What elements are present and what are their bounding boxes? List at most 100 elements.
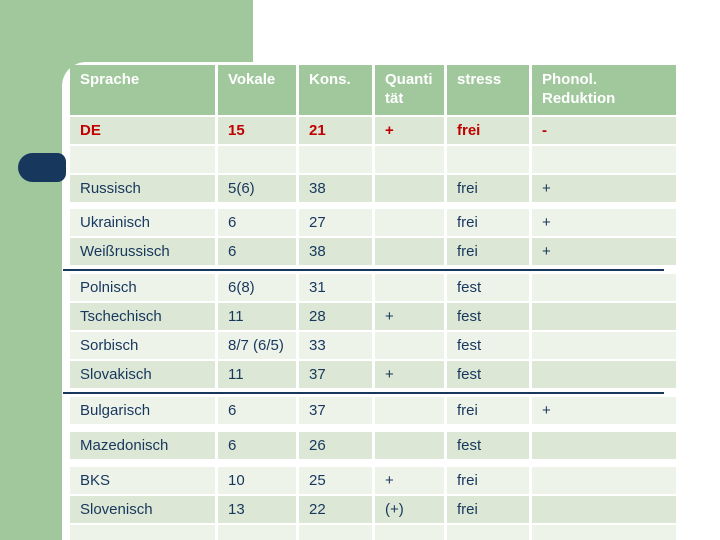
table-row: Bulgarisch 6 37 frei + xyxy=(70,397,676,424)
cell-stress: frei xyxy=(447,238,529,265)
cell-phonol-reduktion: - xyxy=(532,117,676,144)
cell-kons: 37 xyxy=(299,397,372,424)
language-comparison-table: Sprache Vokale Kons. Quanti tät stress P… xyxy=(63,65,676,540)
cell-sprache: DE xyxy=(70,117,215,144)
cell-quantitaet xyxy=(375,525,444,540)
cell-kons xyxy=(299,146,372,173)
cell-vokale: 10 xyxy=(218,467,296,494)
cell-kons xyxy=(299,525,372,540)
table-row: Ukrainisch 6 27 frei + xyxy=(70,209,676,236)
cell-phonol-reduktion xyxy=(532,525,676,540)
cell-quantitaet: + xyxy=(375,467,444,494)
cell-sprache: Ukrainisch xyxy=(70,209,215,236)
cell-sprache xyxy=(70,146,215,173)
cell-phonol-reduktion: + xyxy=(532,397,676,424)
cell-vokale xyxy=(218,146,296,173)
cell-kons: 25 xyxy=(299,467,372,494)
table-row: DE 15 21 + frei - xyxy=(70,117,676,144)
cell-stress: fest xyxy=(447,274,529,301)
cell-stress: fest xyxy=(447,361,529,388)
table-row: Slovakisch 11 37 + fest xyxy=(70,361,676,388)
cell-vokale: 8/7 (6/5) xyxy=(218,332,296,359)
cell-quantitaet xyxy=(375,274,444,301)
cell-vokale: 11 xyxy=(218,361,296,388)
cell-vokale: 6 xyxy=(218,432,296,459)
cell-sprache: Mazedonisch xyxy=(70,432,215,459)
cell-kons: 31 xyxy=(299,274,372,301)
cell-vokale: 13 xyxy=(218,496,296,523)
cell-kons: 38 xyxy=(299,175,372,202)
cell-sprache: Sorbisch xyxy=(70,332,215,359)
cell-stress: fest xyxy=(447,332,529,359)
cell-phonol-reduktion: + xyxy=(532,209,676,236)
cell-quantitaet xyxy=(375,397,444,424)
cell-vokale: 5(6) xyxy=(218,175,296,202)
cell-quantitaet xyxy=(375,432,444,459)
cell-sprache: Bulgarisch xyxy=(70,397,215,424)
cell-quantitaet: + xyxy=(375,117,444,144)
cell-stress xyxy=(447,146,529,173)
cell-sprache xyxy=(70,525,215,540)
table-body: DE 15 21 + frei - Russisch 5(6) 38 frei + Ukrainisc… xyxy=(63,117,676,540)
cell-phonol-reduktion xyxy=(532,432,676,459)
cell-stress: frei xyxy=(447,175,529,202)
cell-kons: 22 xyxy=(299,496,372,523)
group-divider xyxy=(63,390,676,397)
column-header-kons: Kons. xyxy=(299,65,372,115)
cell-phonol-reduktion xyxy=(532,332,676,359)
cell-sprache: Polnisch xyxy=(70,274,215,301)
cell-kons: 28 xyxy=(299,303,372,330)
cell-vokale: 11 xyxy=(218,303,296,330)
cell-phonol-reduktion xyxy=(532,274,676,301)
cell-stress: frei xyxy=(447,209,529,236)
cell-quantitaet xyxy=(375,209,444,236)
cell-stress: fest xyxy=(447,432,529,459)
cell-sprache: Slovakisch xyxy=(70,361,215,388)
table-row xyxy=(70,146,676,173)
table-header-row: Sprache Vokale Kons. Quanti tät stress P… xyxy=(70,65,676,115)
cell-phonol-reduktion xyxy=(532,146,676,173)
cell-sprache: BKS xyxy=(70,467,215,494)
cell-stress: frei xyxy=(447,397,529,424)
cell-quantitaet xyxy=(375,332,444,359)
cell-phonol-reduktion xyxy=(532,467,676,494)
cell-phonol-reduktion xyxy=(532,496,676,523)
cell-phonol-reduktion: + xyxy=(532,175,676,202)
cell-stress: frei xyxy=(447,117,529,144)
cell-quantitaet xyxy=(375,175,444,202)
column-header-sprache: Sprache xyxy=(70,65,215,115)
cell-stress: fest xyxy=(447,303,529,330)
divider-line xyxy=(63,392,664,394)
table-row xyxy=(70,525,676,540)
table-row: Slovenisch 13 22 (+) frei xyxy=(70,496,676,523)
cell-kons: 21 xyxy=(299,117,372,144)
divider-line xyxy=(63,269,664,271)
cell-sprache: Tschechisch xyxy=(70,303,215,330)
cell-vokale: 6 xyxy=(218,209,296,236)
table-row: Polnisch 6(8) 31 fest xyxy=(70,274,676,301)
cell-quantitaet: + xyxy=(375,361,444,388)
cell-kons: 37 xyxy=(299,361,372,388)
table-row: Tschechisch 11 28 + fest xyxy=(70,303,676,330)
cell-vokale: 15 xyxy=(218,117,296,144)
cell-sprache: Weißrussisch xyxy=(70,238,215,265)
cell-phonol-reduktion xyxy=(532,361,676,388)
cell-kons: 27 xyxy=(299,209,372,236)
cell-phonol-reduktion: + xyxy=(532,238,676,265)
column-header-quantitaet: Quanti tät xyxy=(375,65,444,115)
table-row: Mazedonisch 6 26 fest xyxy=(70,432,676,459)
cell-quantitaet: (+) xyxy=(375,496,444,523)
cell-kons: 33 xyxy=(299,332,372,359)
cell-stress: frei xyxy=(447,496,529,523)
cell-kons: 26 xyxy=(299,432,372,459)
cell-vokale: 6 xyxy=(218,397,296,424)
cell-vokale: 6(8) xyxy=(218,274,296,301)
column-header-phonol-reduktion: Phonol. Reduktion xyxy=(532,65,676,115)
table-row: Russisch 5(6) 38 frei + xyxy=(70,175,676,202)
table-row: Sorbisch 8/7 (6/5) 33 fest xyxy=(70,332,676,359)
cell-kons: 38 xyxy=(299,238,372,265)
bullet-pill-decoration xyxy=(18,153,66,182)
cell-quantitaet: + xyxy=(375,303,444,330)
cell-quantitaet xyxy=(375,238,444,265)
